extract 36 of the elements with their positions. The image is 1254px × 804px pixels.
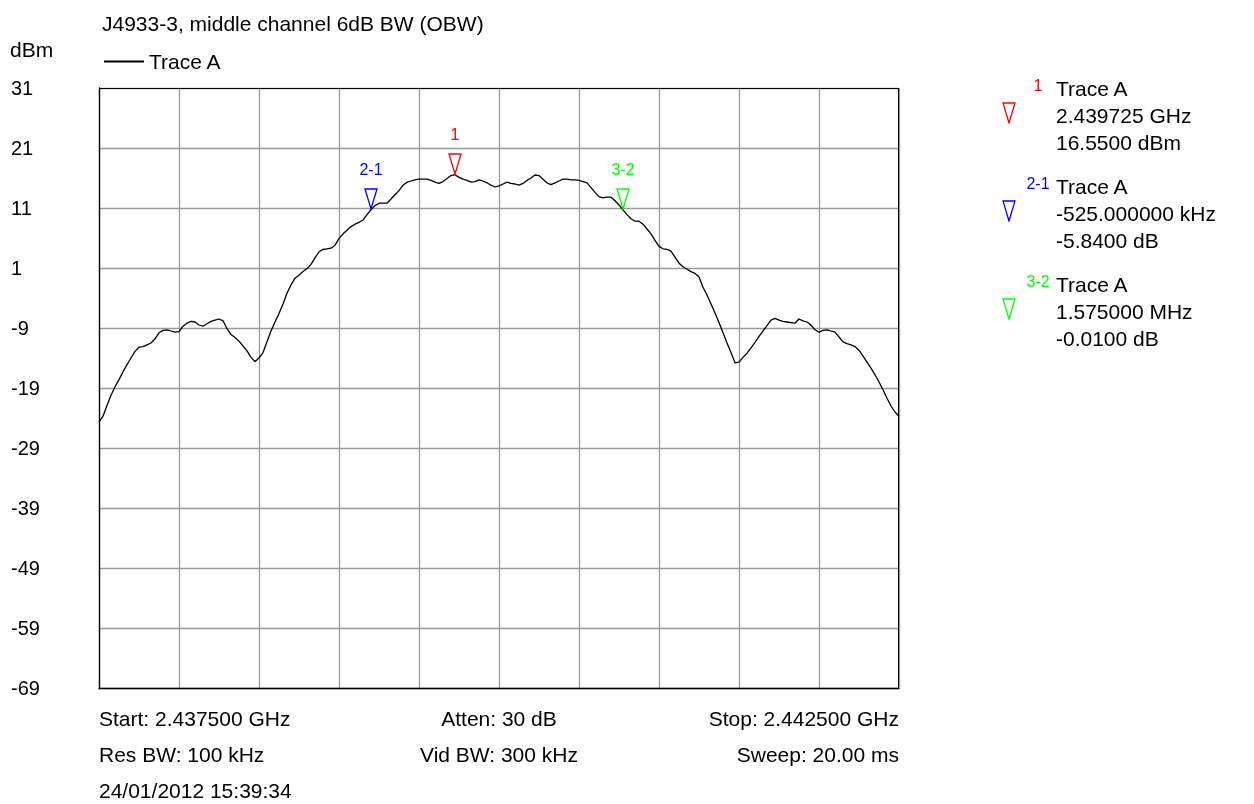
y-tick-label: 1 [11,257,23,279]
y-tick-label: -39 [11,497,40,519]
y-tick-label: -49 [11,557,40,579]
text: 1.575000 MHz [1056,300,1193,323]
text: -0.0100 dB [1056,327,1159,350]
text: Res BW: 100 kHz [99,743,265,766]
y-tick-label: 21 [11,137,34,159]
y-tick-label: -29 [11,437,40,459]
y-tick-label: -59 [11,617,40,639]
annotation: 2-1 [359,160,383,178]
legend-label: Trace A [149,50,221,73]
text: -5.8400 dB [1056,229,1159,252]
y-tick-label: -19 [11,377,40,399]
text: Trace A [1056,77,1128,100]
y-tick-label: 31 [11,77,34,99]
text: Trace A [1056,273,1128,296]
text: Stop: 2.442500 GHz [708,707,899,730]
y-tick-label: -69 [11,677,40,699]
text: Start: 2.437500 GHz [99,707,291,730]
y-axis-title: dBm [10,38,54,61]
text: 2.439725 GHz [1056,104,1192,127]
annotation: 1 [450,125,460,143]
text: 1 [1033,77,1043,94]
text: Trace A [1056,175,1128,198]
text: Vid BW: 300 kHz [420,743,578,766]
text: -525.000000 kHz [1056,202,1216,225]
text: 3-2 [1026,273,1050,290]
text: 16.5500 dBm [1056,131,1181,154]
text: Sweep: 20.00 ms [736,743,899,766]
y-tick-label: 11 [11,197,32,219]
annotation: 3-2 [611,160,635,178]
text: Atten: 30 dB [441,707,557,730]
chart-title: J4933-3, middle channel 6dB BW (OBW) [102,12,484,35]
text: 24/01/2012 15:39:34 [99,779,292,802]
y-tick-label: -9 [11,317,29,339]
text: 2-1 [1026,175,1050,192]
